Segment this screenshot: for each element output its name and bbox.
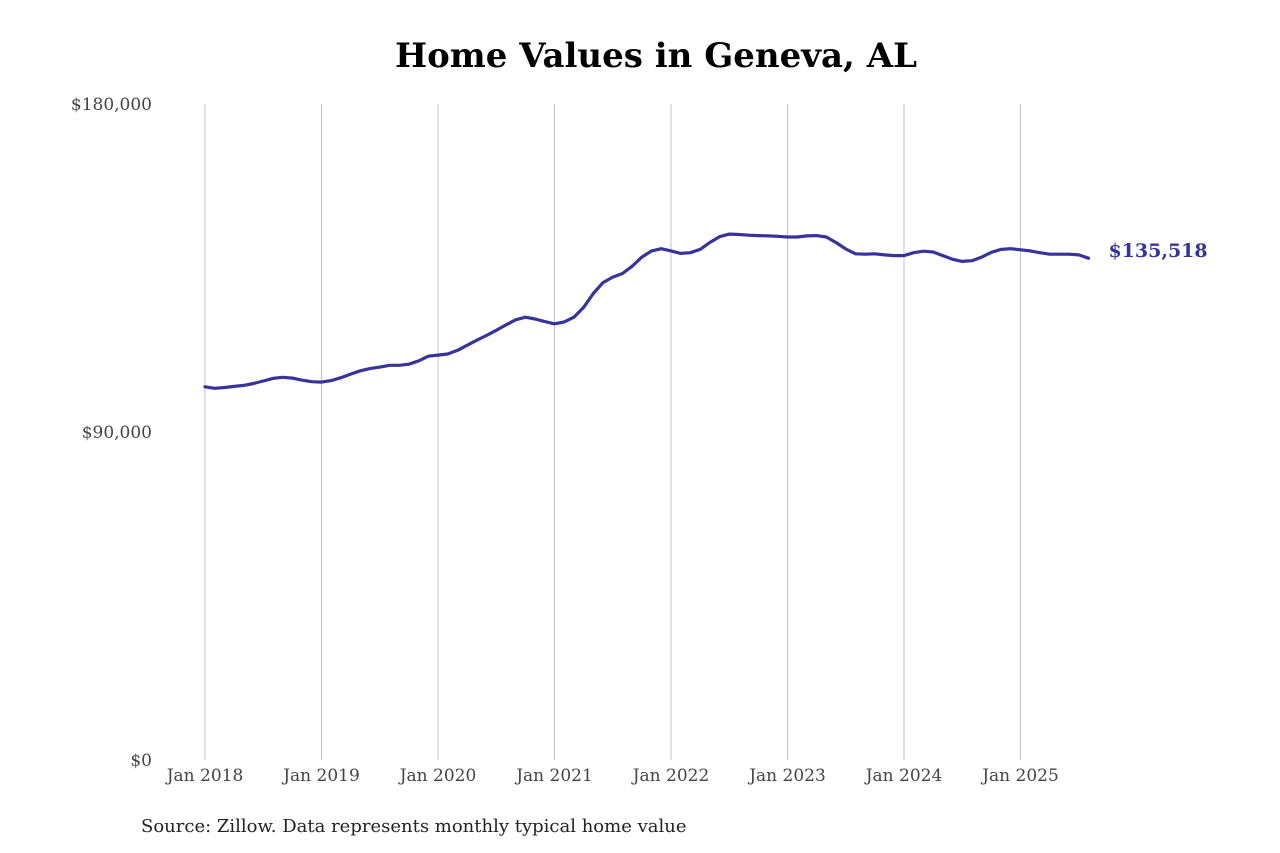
y-tick-label: $0 xyxy=(130,751,152,771)
y-tick-label: $180,000 xyxy=(71,95,152,115)
series-line xyxy=(203,232,1091,390)
x-tick-label: Jan 2023 xyxy=(747,766,826,786)
x-tick-label: Jan 2024 xyxy=(864,766,943,786)
x-tick-label: Jan 2019 xyxy=(281,766,360,786)
end-value-label: $135,518 xyxy=(1108,240,1207,262)
y-tick-label: $90,000 xyxy=(82,423,152,443)
x-tick-label: Jan 2025 xyxy=(980,766,1059,786)
x-tick-label: Jan 2022 xyxy=(631,766,710,786)
x-tick-label: Jan 2020 xyxy=(398,766,477,786)
chart-title: Home Values in Geneva, AL xyxy=(394,36,918,76)
x-tick-label: Jan 2021 xyxy=(514,766,593,786)
x-tick-label: Jan 2018 xyxy=(165,766,244,786)
source-note: Source: Zillow. Data represents monthly … xyxy=(141,816,687,837)
